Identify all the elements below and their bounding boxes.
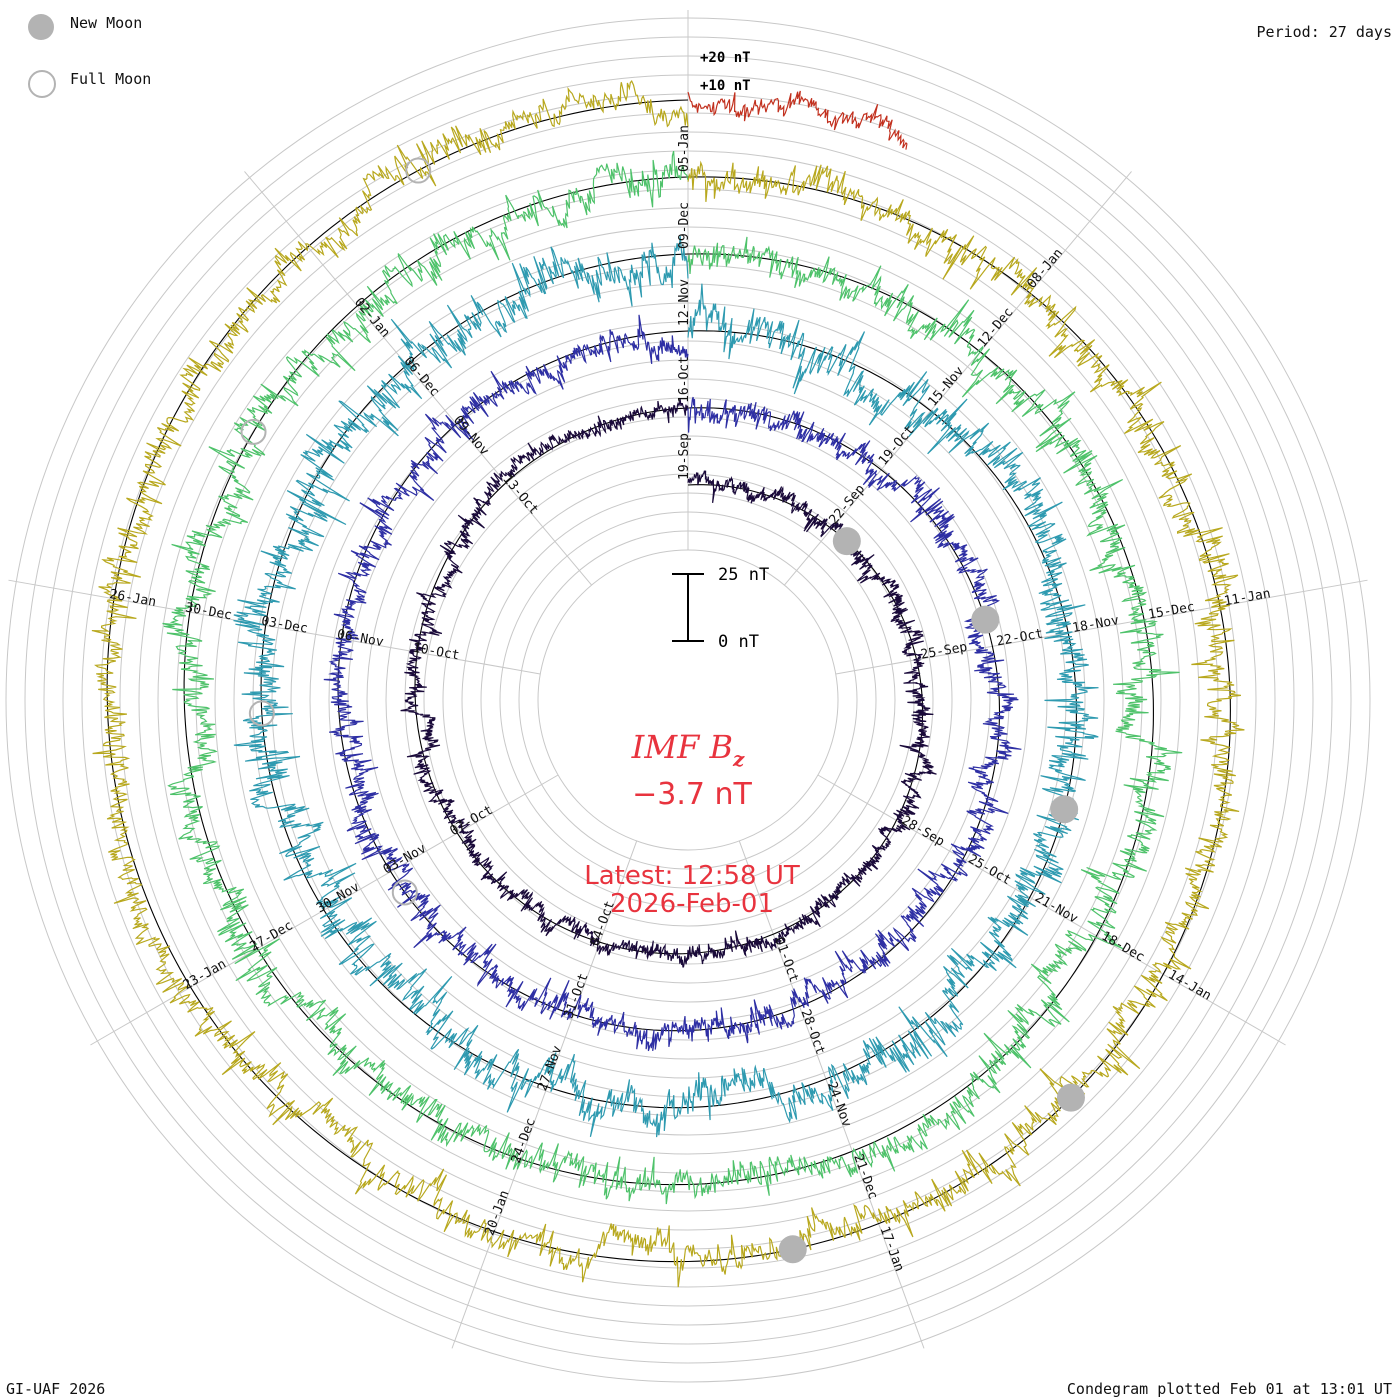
date-label: 01-Oct: [771, 935, 801, 984]
date-label: 22-Sep: [826, 482, 868, 528]
scale-label-10: +10 nT: [700, 78, 751, 94]
grid-ring: [499, 511, 877, 889]
scale-bar-bottom-label: 0 nT: [718, 632, 759, 652]
date-label: 08-Jan: [1024, 246, 1066, 292]
new-moon-label: New Moon: [70, 14, 143, 32]
quantity-name: IMF B: [631, 728, 733, 766]
radial-spoke: [817, 774, 1286, 1046]
trace-3: [162, 150, 1183, 1205]
date-label: 18-Nov: [1071, 613, 1120, 636]
scale-label-20: +20 nT: [700, 50, 751, 66]
date-label: 16-Oct: [677, 356, 692, 403]
moon-markers: [240, 157, 1085, 1264]
grid-ring: [480, 492, 896, 908]
date-label: 13-Oct: [500, 472, 542, 518]
date-label: 22-Oct: [995, 626, 1044, 649]
date-label: 31-Oct: [561, 971, 591, 1020]
footer-credit: GI-UAF 2026: [6, 1380, 106, 1398]
full-moon-marker: [240, 418, 267, 445]
full-moon-label: Full Moon: [70, 70, 152, 88]
radial-spoke: [738, 840, 925, 1349]
date-label: 23-Jan: [181, 957, 229, 993]
date-label: 28-Sep: [899, 813, 947, 850]
date-label: 09-Dec: [677, 202, 692, 249]
date-label: 12-Nov: [677, 279, 692, 326]
trace-1: [323, 314, 1022, 1052]
radial-spoke: [835, 579, 1368, 675]
latest-time: Latest: 12:58 UT: [584, 861, 800, 891]
full-moon-marker: [248, 700, 275, 727]
date-label: 19-Oct: [876, 423, 918, 469]
date-label: 03-Dec: [260, 614, 309, 637]
new-moon-marker: [832, 527, 861, 556]
date-label: 15-Dec: [1147, 600, 1196, 623]
bz-value: −3.7 nT: [632, 777, 752, 812]
radial-spoke: [451, 840, 638, 1349]
date-label: 14-Jan: [1165, 967, 1213, 1003]
date-label: 19-Sep: [677, 433, 692, 480]
new-moon-marker: [778, 1235, 807, 1264]
date-labels: 19-Sep22-Sep25-Sep28-Sep01-Oct04-Oct07-O…: [108, 125, 1271, 1274]
new-moon-icon: [28, 14, 54, 40]
trace-0: [400, 399, 937, 968]
center-readout: IMF Bz −3.7 nT Latest: 12:58 UT 2026-Feb…: [584, 728, 800, 919]
scale-bar: 25 nT 0 nT: [672, 565, 769, 652]
full-moon-icon: [28, 70, 56, 98]
date-label: 20-Jan: [482, 1189, 512, 1238]
date-label: 07-Oct: [447, 803, 495, 839]
date-label: 06-Nov: [336, 627, 385, 650]
new-moon-marker: [1050, 795, 1079, 824]
quantity-subscript: z: [732, 747, 745, 771]
footer-plot-time: Condegram plotted Feb 01 at 13:01 UT: [1066, 1380, 1392, 1398]
new-moon-marker: [1056, 1083, 1085, 1112]
trace-5: [687, 90, 908, 150]
full-moon-marker: [405, 157, 432, 184]
date-label: 10-Oct: [412, 641, 461, 664]
period-label: Period: 27 days: [1256, 23, 1392, 41]
date-label: 21-Nov: [1032, 890, 1080, 927]
radial-spoke: [244, 171, 592, 586]
date-label: 05-Jan: [677, 125, 692, 172]
scale-bar-top-label: 25 nT: [718, 565, 769, 585]
date-label: 25-Sep: [920, 640, 969, 663]
trace-2: [233, 236, 1099, 1138]
date-label: 30-Nov: [314, 880, 362, 917]
date-label: 17-Jan: [877, 1225, 907, 1274]
radial-spoke: [8, 579, 541, 675]
full-moon-marker: [391, 879, 418, 906]
date-label: 11-Jan: [1223, 586, 1272, 609]
data-traces: [91, 80, 1245, 1288]
date-label: 21-Dec: [850, 1152, 880, 1201]
quantity-title: IMF Bz: [631, 728, 745, 771]
date-label: 30-Dec: [184, 600, 233, 623]
radial-spoke: [784, 171, 1132, 586]
new-moon-marker: [971, 605, 1000, 634]
latest-date: 2026-Feb-01: [610, 889, 774, 919]
trace-4: [91, 80, 1245, 1288]
